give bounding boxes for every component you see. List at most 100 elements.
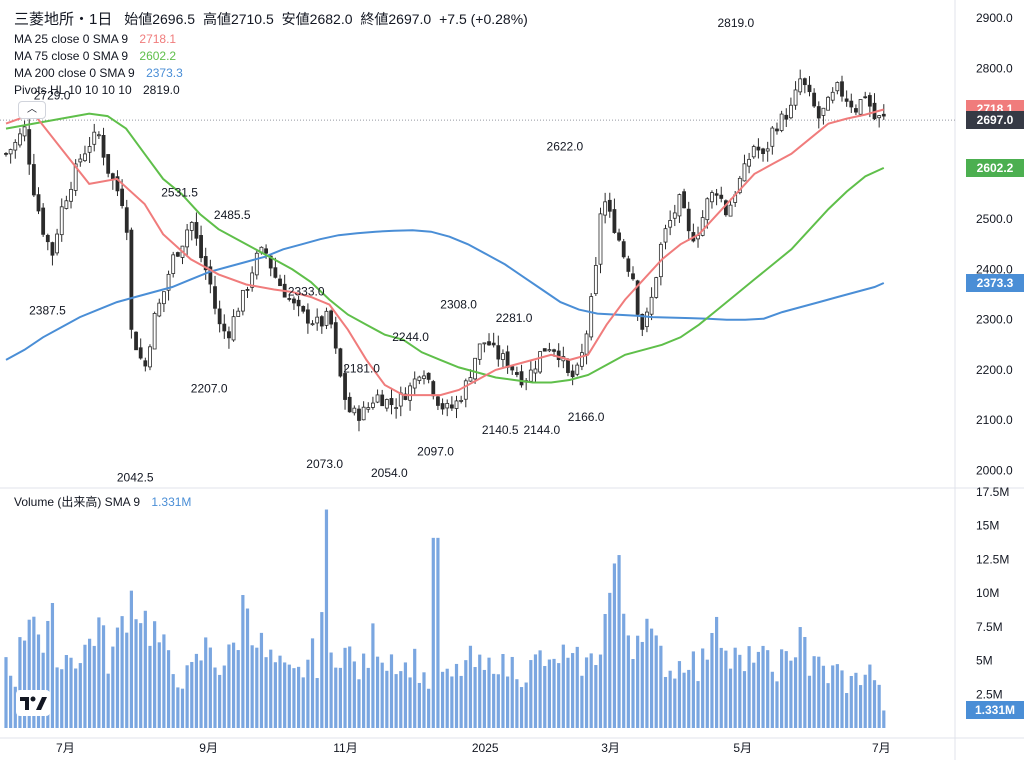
volume-bar bbox=[366, 667, 370, 728]
candle-body bbox=[157, 302, 162, 317]
candle-body bbox=[858, 99, 863, 115]
volume-bar bbox=[13, 686, 17, 728]
candle-body bbox=[533, 368, 538, 374]
volume-legend[interactable]: Volume (出来高) SMA 9 1.331M bbox=[14, 494, 191, 511]
volume-bar bbox=[129, 590, 133, 728]
candle-body bbox=[64, 200, 69, 209]
legend-pivots-value: 2819.0 bbox=[142, 83, 180, 97]
volume-bar bbox=[185, 665, 189, 728]
collapse-legend-button[interactable]: ︿ bbox=[18, 101, 46, 119]
volume-bar bbox=[552, 658, 556, 728]
volume-bar bbox=[775, 681, 779, 728]
volume-bar bbox=[840, 670, 844, 728]
volume-bar bbox=[380, 662, 384, 728]
volume-bar bbox=[622, 613, 626, 728]
volume-bar bbox=[868, 664, 872, 728]
candle-body bbox=[36, 194, 41, 212]
candle-body bbox=[677, 194, 682, 217]
candle-body bbox=[222, 323, 227, 332]
volume-bar bbox=[371, 623, 375, 728]
volume-bar bbox=[580, 675, 584, 728]
candle-body bbox=[802, 78, 807, 86]
candle-body bbox=[217, 308, 222, 325]
volume-bar bbox=[538, 650, 542, 728]
time-tick-label: 7月 bbox=[872, 741, 891, 755]
close-value: 2697.0 bbox=[388, 11, 432, 27]
volume-bar bbox=[705, 659, 709, 728]
candle-body bbox=[175, 252, 180, 257]
candle-body bbox=[41, 207, 46, 235]
chart-header: 三菱地所・1日 始値2696.5 高値2710.5 安値2682.0 終値269… bbox=[14, 8, 528, 29]
volume-bar bbox=[78, 663, 82, 728]
legend-ma200[interactable]: MA 200 close 0 SMA 9 2373.3 bbox=[14, 65, 183, 82]
volume-bar bbox=[106, 673, 110, 728]
candle-body bbox=[106, 154, 111, 174]
pivot-label: 2097.0 bbox=[417, 444, 454, 458]
volume-bar bbox=[171, 674, 175, 728]
candle-body bbox=[31, 164, 36, 196]
volume-bar bbox=[134, 619, 138, 728]
candle-body bbox=[663, 228, 668, 243]
ma200-line bbox=[5, 229, 885, 361]
legend-ma200-value: 2373.3 bbox=[146, 66, 183, 80]
change-value: +7.5 (+0.28%) bbox=[439, 11, 528, 27]
candle-body bbox=[101, 135, 106, 158]
candle-body bbox=[756, 146, 761, 151]
pivot-label: 2622.0 bbox=[547, 139, 584, 153]
volume-bar bbox=[69, 657, 73, 728]
volume-bar bbox=[640, 641, 644, 728]
pivot-label: 2166.0 bbox=[568, 410, 605, 424]
volume-bar bbox=[571, 653, 575, 728]
candle-body bbox=[816, 106, 821, 119]
volume-bar bbox=[125, 632, 129, 728]
price-tick-label: 2300.0 bbox=[976, 313, 1013, 327]
volume-bar bbox=[36, 634, 41, 728]
volume-bar bbox=[761, 645, 765, 728]
candle-body bbox=[152, 313, 157, 350]
tradingview-logo-icon[interactable] bbox=[16, 690, 50, 716]
candle-body bbox=[779, 113, 784, 131]
candle-body bbox=[686, 208, 691, 232]
volume-bar bbox=[329, 652, 333, 728]
legend-ma75[interactable]: MA 75 close 0 SMA 9 2602.2 bbox=[14, 48, 176, 65]
volume-bar bbox=[784, 651, 788, 728]
volume-bar bbox=[561, 644, 565, 728]
candle-body bbox=[124, 207, 129, 233]
candle-body bbox=[505, 351, 510, 368]
volume-bar bbox=[668, 670, 672, 728]
candle-body bbox=[844, 98, 849, 102]
candle-body bbox=[482, 342, 487, 345]
volume-bar bbox=[733, 647, 737, 728]
candle-body bbox=[514, 372, 519, 375]
volume-bar bbox=[357, 679, 361, 728]
candle-body bbox=[347, 396, 352, 413]
candle-body bbox=[305, 309, 310, 324]
volume-bars bbox=[4, 509, 886, 728]
candle-body bbox=[737, 177, 742, 194]
candle-body bbox=[422, 375, 426, 379]
pivot-label: 2333.0 bbox=[288, 285, 325, 299]
candle-body bbox=[45, 234, 50, 243]
volume-bar bbox=[612, 563, 617, 728]
candle-body bbox=[426, 372, 431, 380]
symbol-title[interactable]: 三菱地所・1日 bbox=[14, 11, 113, 28]
legend-ma25[interactable]: MA 25 close 0 SMA 9 2718.1 bbox=[14, 31, 176, 48]
volume-bar bbox=[510, 656, 514, 728]
volume-bar bbox=[603, 613, 607, 728]
volume-bar bbox=[208, 647, 212, 728]
volume-bar bbox=[255, 647, 259, 728]
volume-bar bbox=[431, 537, 435, 728]
volume-bar bbox=[752, 662, 756, 728]
legend-pivots[interactable]: Pivots HL 10 10 10 10 2819.0 bbox=[14, 82, 180, 99]
volume-bar bbox=[687, 669, 691, 728]
legend-ma25-value: 2718.1 bbox=[139, 32, 177, 46]
candle-body bbox=[477, 343, 482, 360]
candle-body bbox=[556, 350, 561, 361]
candle-body bbox=[593, 265, 598, 295]
candle-body bbox=[863, 96, 868, 99]
volume-bar bbox=[812, 656, 816, 728]
volume-bar bbox=[408, 677, 412, 728]
volume-badge: 1.331M bbox=[966, 701, 1024, 720]
volume-bar bbox=[798, 627, 802, 728]
